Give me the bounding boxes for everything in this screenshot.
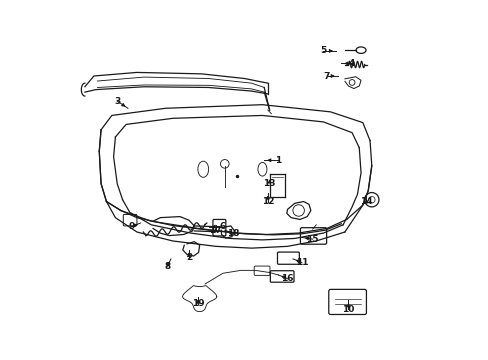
Text: 5: 5 [320, 46, 326, 55]
Text: 1: 1 [275, 156, 281, 165]
Text: 4: 4 [348, 59, 355, 68]
Text: 10: 10 [342, 305, 354, 314]
Text: 7: 7 [323, 72, 329, 81]
Text: 15: 15 [306, 235, 318, 244]
Text: 13: 13 [263, 179, 275, 188]
Text: 6: 6 [220, 222, 225, 231]
Text: 8: 8 [164, 262, 170, 271]
Text: 12: 12 [261, 197, 273, 206]
Text: 3: 3 [114, 96, 120, 105]
Text: 2: 2 [185, 253, 192, 262]
Text: 11: 11 [295, 258, 307, 267]
Text: 18: 18 [227, 229, 240, 238]
Text: 14: 14 [359, 197, 372, 206]
Text: 19: 19 [191, 299, 204, 308]
Text: 17: 17 [209, 226, 222, 235]
Text: 9: 9 [128, 222, 135, 231]
Text: 16: 16 [281, 274, 293, 283]
